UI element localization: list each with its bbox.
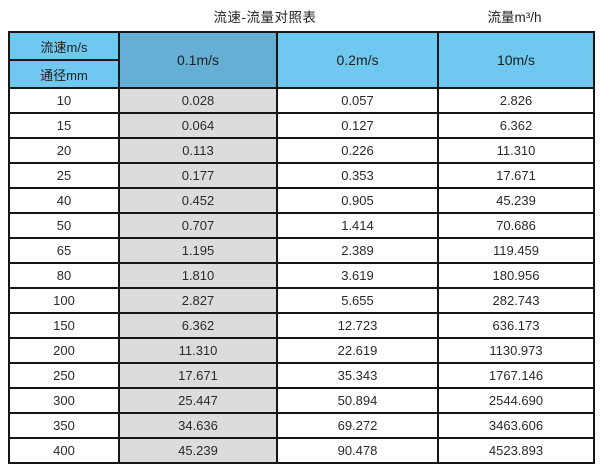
value-cell: 35.343: [276, 362, 439, 389]
value-cell: 3463.606: [437, 412, 595, 439]
value-cell: 636.173: [437, 312, 595, 339]
flow-unit-label: 流量m³/h: [487, 10, 542, 25]
table-row: 20 0.113 0.226 11.310: [8, 137, 595, 164]
diameter-cell: 150: [8, 312, 120, 339]
value-cell: 17.671: [118, 362, 278, 389]
table-row: 200 11.310 22.619 1130.973: [8, 337, 595, 364]
value-cell: 0.177: [118, 162, 278, 189]
table-row: 250 17.671 35.343 1767.146: [8, 362, 595, 389]
table-row: 400 45.239 90.478 4523.893: [8, 437, 595, 464]
diameter-cell: 15: [8, 112, 120, 139]
value-cell: 0.113: [118, 137, 278, 164]
table-body: 10 0.028 0.057 2.826 15 0.064 0.127 6.36…: [8, 87, 595, 464]
diameter-cell: 400: [8, 437, 120, 464]
value-cell: 70.686: [437, 212, 595, 239]
velocity-header-cell: 流速m/s: [8, 31, 120, 61]
table-row: 300 25.447 50.894 2544.690: [8, 387, 595, 414]
diameter-cell: 100: [8, 287, 120, 314]
value-cell: 45.239: [118, 437, 278, 464]
page-title: 流速-流量对照表: [213, 10, 317, 25]
value-cell: 11.310: [437, 137, 595, 164]
table-row: 10 0.028 0.057 2.826: [8, 87, 595, 114]
table-row: 25 0.177 0.353 17.671: [8, 162, 595, 189]
header-row-bottom: 通径mm: [8, 59, 594, 89]
diameter-header-cell: 通径mm: [8, 59, 120, 89]
value-cell: 0.707: [118, 212, 278, 239]
value-cell: 90.478: [276, 437, 439, 464]
column-header-0.1ms: 0.1m/s: [118, 31, 278, 89]
value-cell: 11.310: [118, 337, 278, 364]
value-cell: 4523.893: [437, 437, 595, 464]
value-cell: 12.723: [276, 312, 439, 339]
value-cell: 119.459: [437, 237, 595, 264]
diameter-cell: 300: [8, 387, 120, 414]
value-cell: 2544.690: [437, 387, 595, 414]
value-cell: 282.743: [437, 287, 595, 314]
flow-table: 流速m/s 0.1m/s 0.2m/s 10m/s 通径mm 10 0.028 …: [8, 31, 595, 464]
value-cell: 0.127: [276, 112, 439, 139]
table-row: 80 1.810 3.619 180.956: [8, 262, 595, 289]
value-cell: 0.905: [276, 187, 439, 214]
value-cell: 0.057: [276, 87, 439, 114]
value-cell: 0.226: [276, 137, 439, 164]
value-cell: 34.636: [118, 412, 278, 439]
value-cell: 0.452: [118, 187, 278, 214]
value-cell: 2.827: [118, 287, 278, 314]
diameter-cell: 350: [8, 412, 120, 439]
value-cell: 1130.973: [437, 337, 595, 364]
diameter-cell: 50: [8, 212, 120, 239]
value-cell: 17.671: [437, 162, 595, 189]
value-cell: 1.810: [118, 262, 278, 289]
table-row: 65 1.195 2.389 119.459: [8, 237, 595, 264]
value-cell: 6.362: [437, 112, 595, 139]
value-cell: 180.956: [437, 262, 595, 289]
table-row: 15 0.064 0.127 6.362: [8, 112, 595, 139]
value-cell: 2.826: [437, 87, 595, 114]
table-header: 流速m/s 0.1m/s 0.2m/s 10m/s 通径mm: [8, 31, 595, 89]
diameter-cell: 40: [8, 187, 120, 214]
value-cell: 45.239: [437, 187, 595, 214]
value-cell: 1767.146: [437, 362, 595, 389]
table-row: 350 34.636 69.272 3463.606: [8, 412, 595, 439]
value-cell: 6.362: [118, 312, 278, 339]
diameter-cell: 20: [8, 137, 120, 164]
column-header-10ms: 10m/s: [437, 31, 595, 89]
diameter-cell: 250: [8, 362, 120, 389]
value-cell: 22.619: [276, 337, 439, 364]
value-cell: 3.619: [276, 262, 439, 289]
value-cell: 5.655: [276, 287, 439, 314]
value-cell: 1.195: [118, 237, 278, 264]
value-cell: 50.894: [276, 387, 439, 414]
value-cell: 69.272: [276, 412, 439, 439]
value-cell: 1.414: [276, 212, 439, 239]
table-row: 50 0.707 1.414 70.686: [8, 212, 595, 239]
value-cell: 25.447: [118, 387, 278, 414]
value-cell: 0.028: [118, 87, 278, 114]
column-header-0.2ms: 0.2m/s: [276, 31, 439, 89]
diameter-cell: 25: [8, 162, 120, 189]
table-row: 40 0.452 0.905 45.239: [8, 187, 595, 214]
header-row-top: 流速m/s 0.1m/s 0.2m/s 10m/s: [8, 31, 595, 89]
value-cell: 2.389: [276, 237, 439, 264]
diameter-cell: 200: [8, 337, 120, 364]
diameter-cell: 65: [8, 237, 120, 264]
table-row: 100 2.827 5.655 282.743: [8, 287, 595, 314]
titlebar: 流速-流量对照表 流量m³/h: [0, 0, 600, 30]
diameter-cell: 10: [8, 87, 120, 114]
diameter-cell: 80: [8, 262, 120, 289]
value-cell: 0.064: [118, 112, 278, 139]
value-cell: 0.353: [276, 162, 439, 189]
table-row: 150 6.362 12.723 636.173: [8, 312, 595, 339]
